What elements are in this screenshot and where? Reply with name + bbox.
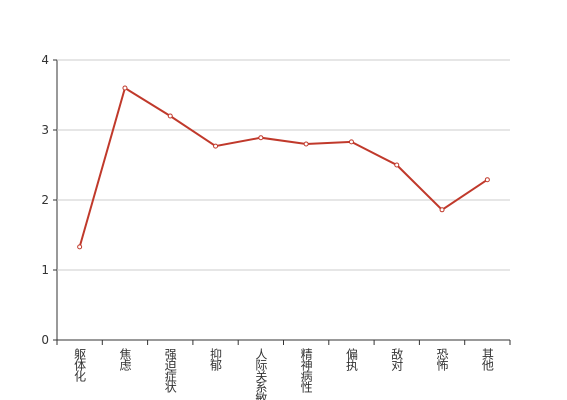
- x-tick-label: 其他: [480, 348, 494, 371]
- point: [348, 139, 354, 145]
- x-tick-label: 精神病性: [299, 348, 313, 394]
- x-tick-label: 躯体化: [73, 347, 87, 383]
- x-tick-label: 敌对: [390, 347, 404, 371]
- y-tick-label: 4: [41, 53, 49, 67]
- x-tick-label: 恐怖: [435, 348, 449, 371]
- point: [258, 135, 264, 141]
- y-tick-label: 2: [41, 193, 49, 207]
- point: [439, 207, 445, 213]
- y-tick-label: 3: [41, 123, 49, 137]
- line: [78, 86, 488, 248]
- x-tick-label: 人际关系敏感: [254, 348, 268, 400]
- point: [122, 85, 128, 91]
- y-tick-label: 1: [41, 263, 49, 277]
- x-tick-label: 抑郁: [209, 347, 223, 372]
- point: [77, 244, 83, 250]
- point: [213, 143, 219, 149]
- y-tick-label: 0: [41, 333, 49, 347]
- x-tick-label: 偏执: [344, 347, 358, 372]
- point: [484, 177, 490, 183]
- point: [303, 141, 309, 147]
- x-tick-label: 焦虑: [118, 348, 132, 371]
- x-tick-label: 强迫症状: [163, 348, 177, 393]
- point: [167, 113, 173, 119]
- point: [394, 162, 400, 168]
